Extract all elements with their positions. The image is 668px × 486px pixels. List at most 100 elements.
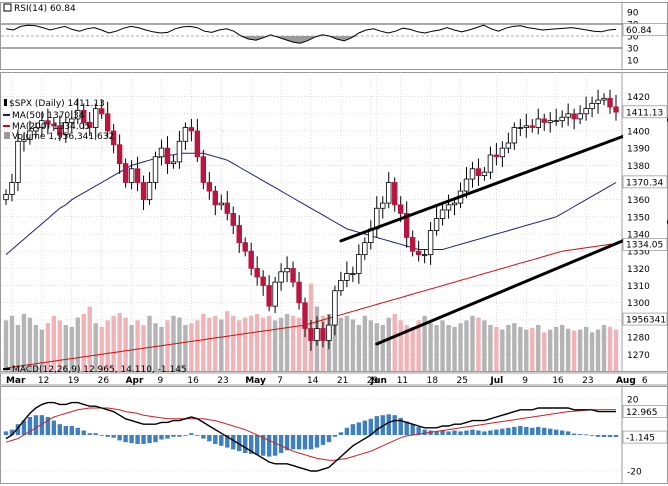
macd-histogram-bar: [559, 430, 565, 435]
macd-histogram-bar: [141, 435, 146, 444]
volume-bar: [458, 323, 463, 371]
volume-bar: [476, 317, 481, 371]
volume-bar: [129, 325, 134, 371]
macd-histogram-bar: [452, 430, 457, 435]
macd-histogram-bar: [458, 431, 463, 435]
volume-legend-label: Volume 1,956,341,632: [12, 132, 114, 142]
macd-histogram-bar: [231, 435, 236, 450]
price-tick-label: 1300: [627, 299, 650, 309]
volume-bar: [422, 315, 427, 371]
candle-body: [98, 108, 105, 115]
macd-histogram-bar: [51, 420, 57, 435]
rsi-legend-label: RSI(14) 60.84: [14, 4, 76, 14]
price-tick-label: 1320: [627, 265, 650, 275]
candle-body: [571, 113, 577, 120]
rsi-legend: RSI(14) 60.84: [3, 3, 76, 14]
macd-histogram-bar: [159, 435, 164, 440]
macd-histogram-bar: [320, 435, 326, 445]
rsi-badge: [622, 23, 668, 36]
macd-histogram-bar: [548, 428, 553, 435]
candle-body: [176, 140, 183, 163]
price-tick-label: 1330: [627, 248, 650, 258]
upper-trend-line: [339, 118, 668, 243]
rsi-legend-swatch: [3, 3, 12, 12]
price-panel: 1420141014001390138013701360135013401330…: [0, 72, 668, 372]
candle-body: [27, 130, 33, 140]
volume-bar: [9, 315, 15, 371]
rsi-tick-label: 10: [627, 57, 639, 67]
candle-body: [547, 120, 553, 123]
volume-legend-swatch: [4, 132, 10, 139]
volume-bar: [524, 329, 529, 371]
date-tick-label: 26: [98, 376, 110, 386]
macd-histogram-bar: [39, 415, 45, 435]
volume-bar: [266, 315, 272, 371]
volume-bar: [410, 326, 415, 371]
macd-histogram-bar: [3, 431, 9, 435]
candle-body: [421, 254, 428, 257]
macd-histogram-bar: [93, 433, 98, 435]
macd-line: [5, 401, 616, 472]
date-tick-label: 9: [522, 376, 528, 386]
macd-histogram-bar: [410, 424, 415, 435]
macd-histogram-bar: [99, 435, 104, 436]
volume-bar: [147, 315, 152, 371]
macd-histogram-bar: [601, 435, 607, 437]
candle-body: [535, 118, 541, 128]
volume-bar: [159, 326, 164, 371]
macd-histogram-bar: [506, 427, 511, 435]
price-tick-label: 1380: [627, 162, 650, 172]
volume-bar: [494, 326, 499, 371]
candle-body: [290, 267, 296, 283]
volume-bar: [440, 320, 445, 371]
candle-body: [451, 202, 458, 206]
candle-body: [392, 182, 398, 206]
macd-histogram-bar: [69, 426, 74, 435]
macd-histogram-bar: [368, 418, 374, 435]
macd-histogram-bar: [27, 417, 33, 435]
candle-body: [110, 130, 117, 146]
date-tick-label: 19: [68, 376, 80, 386]
candle-body: [362, 242, 368, 256]
volume-bar: [595, 329, 601, 371]
candle-body: [577, 113, 583, 120]
candle-body: [45, 120, 51, 125]
price-tick-label: 1360: [627, 196, 650, 206]
date-tick-label: 16: [552, 376, 564, 386]
candle-body: [284, 267, 290, 273]
volume-bar: [589, 332, 595, 371]
macd-histogram-bar: [183, 435, 188, 436]
price-tick-label: 1340: [627, 231, 650, 241]
date-tick-label: 7: [277, 376, 283, 386]
macd-signal-line: [5, 407, 616, 461]
volume-bar: [237, 320, 242, 371]
candle-body: [57, 125, 63, 135]
candle-body: [272, 281, 278, 307]
candle-body: [200, 156, 207, 183]
volume-bar: [231, 315, 236, 371]
volume-bar: [290, 315, 296, 371]
volume-bar: [15, 325, 21, 371]
candle-body: [445, 204, 452, 211]
price-legend: $SPX (Daily) 1411.13 MA(50) 1370.34 MA(2…: [3, 99, 114, 142]
macd-histogram-value-badge-label: -1.145: [626, 434, 655, 444]
macd-histogram-bar: [201, 435, 206, 439]
macd-histogram-bar: [494, 429, 499, 435]
volume-bar: [356, 325, 362, 371]
candle-body: [122, 163, 129, 183]
candle-body: [398, 204, 404, 214]
candle-body: [433, 218, 440, 231]
candle-body: [308, 328, 314, 341]
date-tick-label: 14: [307, 376, 319, 386]
macd-histogram-bar: [446, 431, 451, 435]
candle-body: [463, 178, 470, 192]
candle-body: [326, 324, 332, 341]
volume-bar: [512, 323, 517, 371]
macd-histogram-bar: [422, 429, 427, 435]
volume-bar: [99, 326, 104, 371]
volume-bar: [583, 326, 589, 371]
rsi-panel: 907050301060.84: [0, 2, 668, 70]
